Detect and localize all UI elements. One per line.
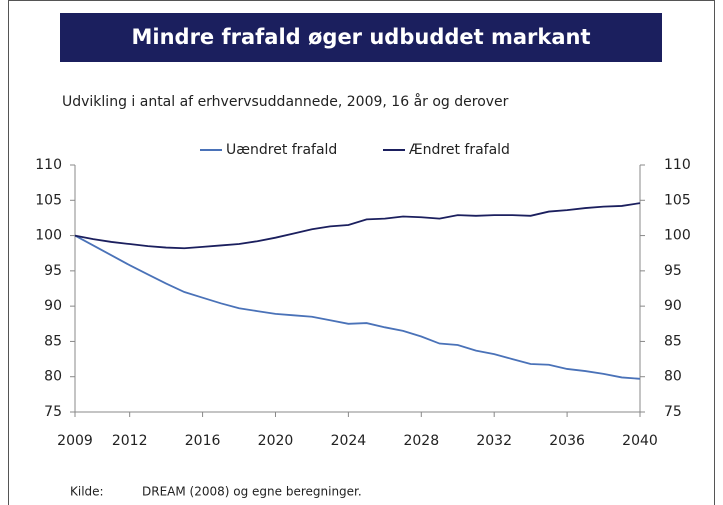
y-tick-label: 100: [35, 228, 62, 244]
title-banner: [60, 13, 662, 62]
x-tick-label: 2028: [403, 433, 439, 449]
source-text: DREAM (2008) og egne beregninger.: [142, 485, 362, 499]
y2-tick-label: 95: [664, 263, 682, 279]
y2-tick-label: 85: [664, 333, 682, 349]
y2-tick-label: 100: [664, 228, 691, 244]
y-tick-label: 110: [35, 157, 62, 173]
x-tick-label: 2020: [258, 433, 294, 449]
y-tick-label: 95: [44, 263, 62, 279]
y-tick-label: 105: [35, 192, 62, 208]
series-line: [74, 234, 641, 380]
y2-tick-label: 90: [664, 298, 682, 314]
series-line: [74, 202, 641, 250]
x-tick-label: 2040: [622, 433, 658, 449]
y2-tick-label: 80: [664, 369, 682, 385]
x-tick-label: 2032: [476, 433, 512, 449]
frame: [8, 0, 715, 505]
y2-tick-label: 110: [664, 157, 691, 173]
y-tick-label: 85: [44, 333, 62, 349]
chart-title: Mindre frafald øger udbuddet markant: [131, 25, 590, 49]
y2-tick-label: 75: [664, 404, 682, 420]
y2-tick-label: 105: [664, 192, 691, 208]
subtitle: Udvikling i antal af erhvervsuddannede, …: [62, 93, 509, 110]
y-tick-label: 80: [44, 369, 62, 385]
legend-label: Uændret frafald: [226, 142, 337, 158]
x-tick-label: 2036: [549, 433, 585, 449]
x-tick-label: 2012: [112, 433, 148, 449]
legend-label: Ændret frafald: [409, 142, 510, 158]
x-tick-label: 2024: [331, 433, 367, 449]
y-tick-label: 75: [44, 404, 62, 420]
x-tick-label: 2016: [185, 433, 221, 449]
x-tick-label: 2009: [57, 433, 93, 449]
y-tick-label: 90: [44, 298, 62, 314]
source-label: Kilde:: [70, 485, 104, 499]
